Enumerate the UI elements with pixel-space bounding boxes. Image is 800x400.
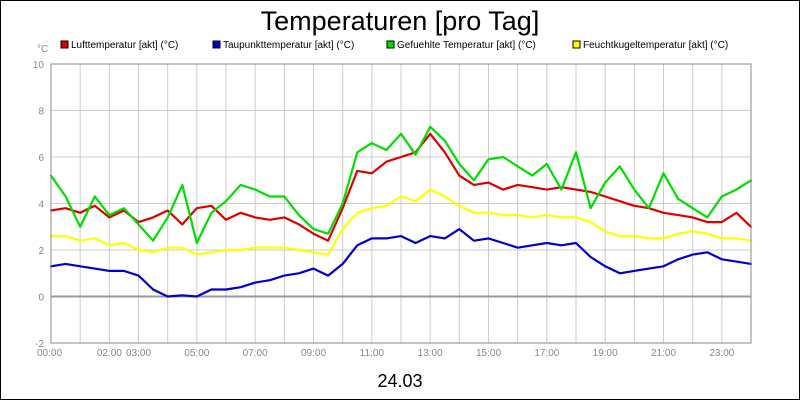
y-axis-ticks: -2 0 2 4 6 8 10 — [33, 60, 45, 350]
y-tick-label: 10 — [33, 60, 45, 71]
x-tick-label: 17:00 — [534, 348, 559, 359]
x-tick-label: 03:00 — [126, 348, 151, 359]
legend-label-2: Taupunkttemperatur [akt] (°C) — [223, 40, 354, 51]
y-tick-label: 6 — [38, 153, 44, 164]
x-tick-label: 07:00 — [243, 348, 268, 359]
legend-swatch-1 — [60, 40, 69, 49]
legend-swatch-3 — [386, 40, 395, 49]
series-lines — [49, 125, 753, 298]
legend-swatch-4 — [572, 40, 581, 49]
chart-title: Temperaturen [pro Tag] — [261, 6, 540, 36]
date-label: 24.03 — [377, 371, 422, 391]
x-tick-label: 19:00 — [593, 348, 618, 359]
legend-label-3: Gefuehlte Temperatur [akt] (°C) — [397, 40, 536, 51]
y-tick-label: -2 — [35, 339, 44, 350]
legend-swatch-2 — [212, 40, 221, 49]
x-tick-label: 21:00 — [651, 348, 676, 359]
y-tick-label: 0 — [38, 293, 44, 304]
x-tick-label: 23:00 — [709, 348, 734, 359]
y-axis-unit: °C — [37, 44, 48, 55]
y-tick-label: 2 — [38, 246, 44, 257]
x-tick-label: 02:00 — [97, 348, 122, 359]
series-line-4 — [49, 188, 753, 256]
x-tick-label: 15:00 — [476, 348, 501, 359]
x-tick-label: 00:00 — [37, 348, 62, 359]
series-line-1 — [49, 132, 753, 242]
series-line-3 — [49, 125, 753, 245]
series-line-2 — [49, 228, 753, 298]
plot-frame — [50, 63, 752, 344]
y-tick-label: 8 — [38, 107, 44, 118]
x-axis-ticks: 00:00 02:00 03:00 05:00 07:00 09:00 11:00 13:00… — [37, 348, 735, 359]
legend: Lufttemperatur [akt] (°C) Taupunkttempera… — [60, 40, 728, 51]
legend-label-1: Lufttemperatur [akt] (°C) — [71, 40, 178, 51]
y-tick-label: 4 — [38, 200, 44, 211]
x-tick-label: 13:00 — [418, 348, 443, 359]
x-tick-label: 09:00 — [301, 348, 326, 359]
x-tick-label: 05:00 — [184, 348, 209, 359]
legend-label-4: Feuchtkugeltemperatur [akt] (°C) — [583, 40, 728, 51]
x-tick-label: 11:00 — [360, 348, 385, 359]
